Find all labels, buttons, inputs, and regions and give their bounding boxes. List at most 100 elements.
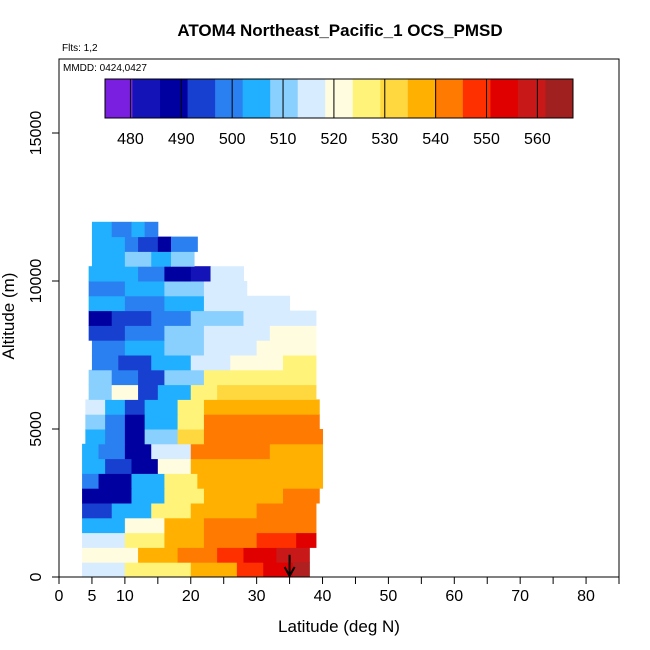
heatmap-cell — [88, 384, 113, 400]
heatmap-cell — [82, 443, 100, 460]
x-tick-label: 50 — [380, 588, 398, 605]
heatmap-cell — [91, 221, 113, 238]
heatmap-cell — [111, 310, 152, 326]
heatmap-cell — [131, 473, 165, 489]
heatmap-cell — [243, 547, 277, 563]
heatmap-cell — [256, 414, 320, 430]
colorbar-tick-label: 490 — [168, 131, 195, 148]
y-tick-label: 15000 — [28, 111, 45, 156]
heatmap-cell — [151, 310, 192, 326]
colorbar-swatch — [105, 79, 134, 118]
x-tick-label: 20 — [182, 588, 200, 605]
heatmap-cell — [91, 251, 126, 267]
heatmap-cell — [190, 266, 212, 282]
heatmap-cell — [85, 399, 106, 415]
heatmap-cell — [164, 517, 205, 534]
heatmap-cell — [217, 384, 284, 400]
heatmap-cell — [177, 547, 218, 563]
colorbar-swatch — [490, 79, 519, 118]
heatmap-cell — [164, 488, 205, 504]
heatmap-cell — [269, 399, 320, 415]
heatmap-cell — [256, 429, 324, 445]
heatmap-cell — [88, 325, 126, 341]
heatmap-cell — [82, 488, 106, 504]
heatmap-cell — [256, 340, 317, 356]
x-tick-label: 40 — [314, 588, 332, 605]
heatmap-cell — [203, 532, 258, 548]
colorbar-swatch — [270, 79, 299, 118]
heatmap-cell — [217, 547, 244, 563]
plot-frame — [58, 58, 620, 578]
heatmap-cell — [91, 236, 126, 252]
heatmap-cell — [151, 443, 192, 460]
heatmap-cell — [138, 384, 159, 400]
heatmap-cell — [190, 458, 277, 474]
heatmap-cell — [256, 295, 291, 312]
heatmap-cell — [151, 355, 192, 371]
heatmap-cell — [157, 458, 192, 474]
heatmap-cell — [138, 236, 159, 252]
heatmap-cell — [203, 488, 284, 504]
y-tick-label: 5000 — [28, 411, 45, 447]
heatmap-cell — [164, 369, 205, 386]
heatmap-cell — [85, 414, 106, 430]
heatmap-cell — [88, 281, 126, 297]
y-tick-label: 10000 — [28, 259, 45, 304]
heatmap-cell — [190, 443, 271, 460]
heatmap-cell — [164, 266, 192, 282]
heatmap-cell — [131, 488, 165, 504]
heatmap-cell — [82, 517, 126, 534]
heatmap-cell — [91, 340, 126, 356]
heatmap-cell — [124, 443, 152, 460]
heatmap-cell — [144, 429, 179, 445]
heatmap-cell — [144, 221, 159, 238]
heatmap-cell — [82, 532, 126, 548]
heatmap-cell — [203, 325, 271, 341]
heatmap-cell — [82, 562, 126, 578]
heatmap-cell — [118, 355, 152, 371]
heatmap-cell — [256, 532, 297, 548]
heatmap-cell — [131, 458, 159, 474]
heatmap-cell — [91, 355, 119, 371]
heatmap-cell — [269, 325, 317, 341]
colorbar-tick-label: 500 — [219, 131, 246, 148]
heatmap-cell — [105, 458, 132, 474]
heatmap-cell — [138, 547, 179, 563]
x-tick-label: 0 — [55, 588, 64, 605]
heatmap-cell — [256, 503, 317, 519]
heatmap-cell — [82, 458, 106, 474]
heatmap-cell — [263, 562, 297, 578]
colorbar-swatch — [297, 79, 326, 118]
colorbar-frame — [104, 78, 574, 119]
colorbar-tick-label: 480 — [117, 131, 144, 148]
colorbar-swatch — [407, 79, 436, 118]
heatmap-cell — [164, 281, 205, 297]
heatmap-cell — [138, 369, 165, 386]
heatmap-cell — [269, 517, 317, 534]
heatmap-overlay — [283, 554, 310, 579]
heatmap-cell — [124, 517, 165, 534]
heatmap-cell — [296, 532, 317, 548]
heatmap-cell — [111, 221, 132, 238]
heatmap-cell — [269, 443, 324, 460]
heatmap-cell — [151, 503, 192, 519]
colorbar: 480 490 500 510 520 530 540 550 560 — [104, 78, 574, 148]
x-tick-label: 30 — [248, 588, 266, 605]
heatmap-cell — [177, 414, 205, 430]
heatmap-cell — [124, 295, 165, 312]
heatmap-cell — [82, 547, 139, 563]
heatmap-cell — [243, 310, 317, 326]
heatmap-cell — [144, 414, 179, 430]
heatmap-cell — [111, 369, 139, 386]
heatmap-cell — [203, 295, 258, 312]
heatmap-cell — [105, 399, 126, 415]
colorbar-tick-label: 540 — [422, 131, 449, 148]
heatmap-cell — [236, 562, 264, 578]
colorbar-swatch — [325, 79, 354, 118]
heatmap-cell — [171, 251, 195, 267]
heatmap-cell — [283, 384, 317, 400]
heatmap-cell — [88, 266, 139, 282]
colorbar-tick-label: 530 — [371, 131, 398, 148]
